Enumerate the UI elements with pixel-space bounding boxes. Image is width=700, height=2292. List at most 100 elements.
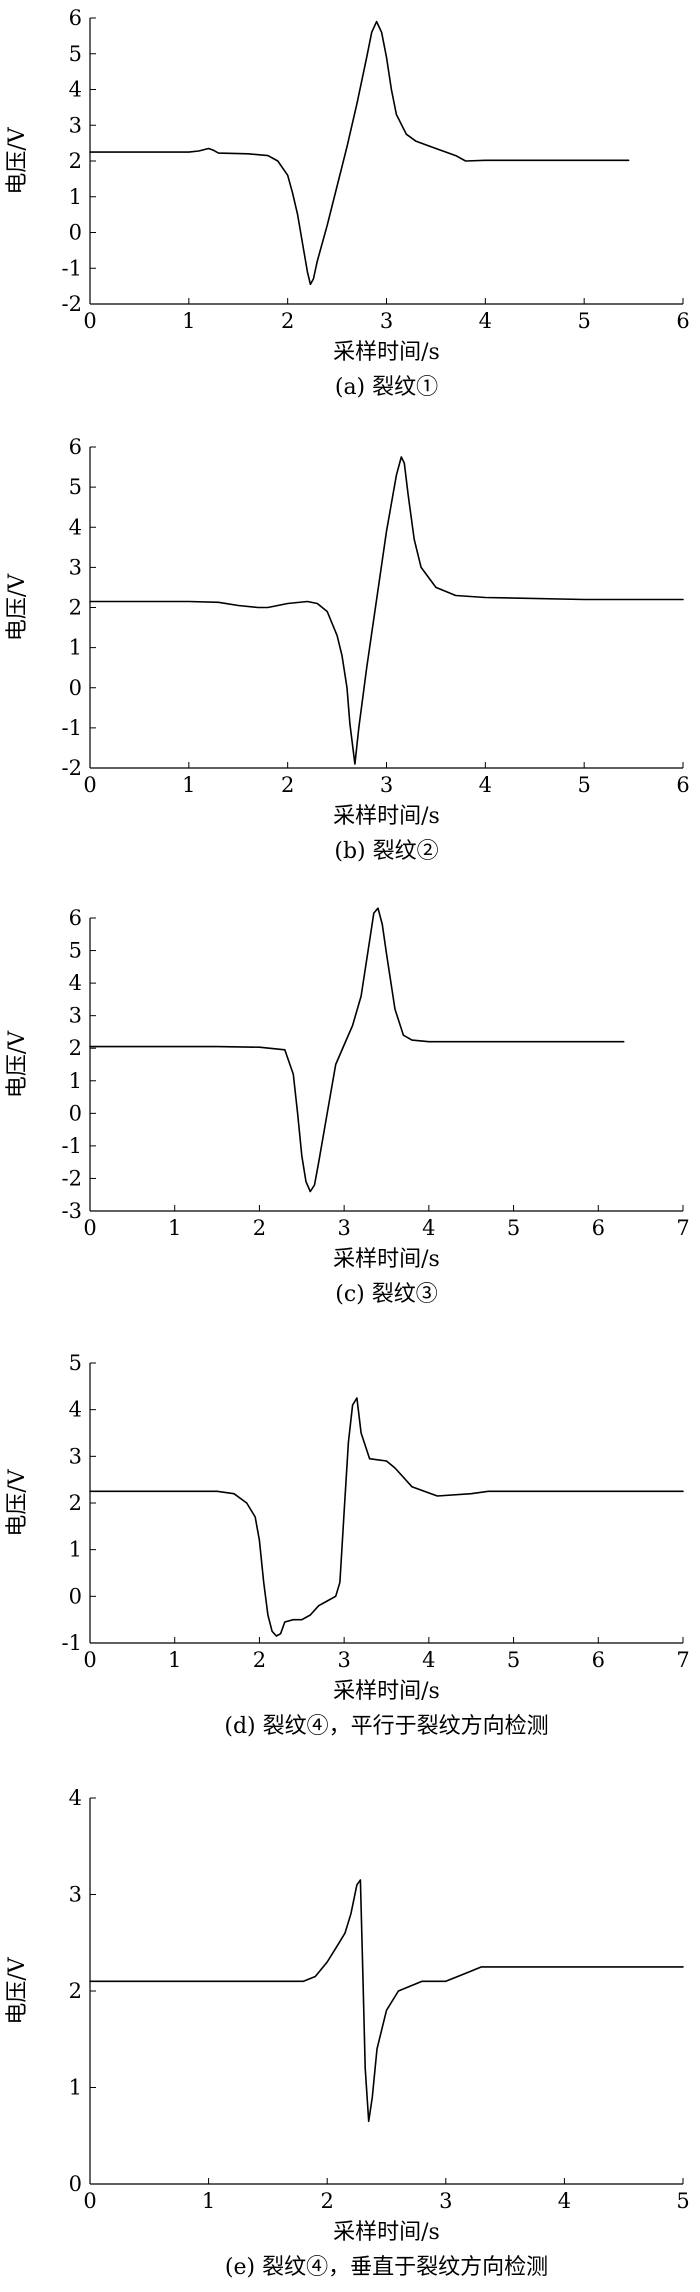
y-axis-label: 电压/V — [5, 1468, 30, 1536]
x-tick-label: 6 — [676, 309, 689, 333]
chart-panel-5: 0 1 2 3 4 5 0 1 2 3 4 电压/V 采样时间/s (e) 裂纹④，垂直于裂纹方向检测 — [5, 1786, 690, 2280]
y-tick-label: 0 — [69, 676, 82, 700]
y-tick-label: -1 — [62, 1631, 82, 1655]
figure-caption: (d) 裂纹④，平行于裂纹方向检测 — [224, 1714, 548, 1739]
x-tick-label: 2 — [253, 1648, 266, 1672]
x-tick-label: 5 — [676, 2189, 689, 2213]
y-tick-label: 5 — [69, 475, 82, 499]
y-tick-label: 1 — [69, 1538, 82, 1562]
y-tick-label: -3 — [62, 1199, 82, 1223]
figure-caption: (e) 裂纹④，垂直于裂纹方向检测 — [225, 2255, 548, 2280]
x-tick-label: 6 — [592, 1648, 605, 1672]
y-tick-label: 1 — [69, 636, 82, 660]
x-tick-label: 0 — [83, 2189, 96, 2213]
x-tick-label: 7 — [676, 1648, 689, 1672]
x-tick-label: 3 — [380, 773, 393, 797]
y-tick-label: 1 — [69, 2076, 82, 2100]
y-tick-label: 0 — [69, 1101, 82, 1125]
y-tick-label: 3 — [69, 1883, 82, 1907]
y-tick-label: 4 — [69, 515, 82, 539]
y-tick-label: 0 — [69, 1584, 82, 1608]
x-tick-label: 5 — [577, 773, 590, 797]
x-tick-label: 1 — [168, 1216, 181, 1240]
x-tick-label: 4 — [479, 309, 492, 333]
y-tick-label: -2 — [62, 756, 82, 780]
y-tick-label: 2 — [69, 1979, 82, 2003]
series-line — [89, 456, 684, 765]
y-tick-label: 5 — [69, 42, 82, 66]
x-tick-label: 2 — [253, 1216, 266, 1240]
y-tick-label: 3 — [69, 1444, 82, 1468]
x-tick-label: 0 — [83, 773, 96, 797]
y-tick-label: 4 — [69, 971, 82, 995]
x-tick-label: 6 — [676, 773, 689, 797]
series-line — [89, 20, 630, 286]
y-tick-label: 4 — [69, 1786, 82, 1810]
y-tick-label: 6 — [69, 435, 82, 459]
x-tick-label: 3 — [439, 2189, 452, 2213]
y-tick-label: 5 — [69, 1351, 82, 1375]
x-tick-label: 0 — [83, 1216, 96, 1240]
x-tick-label: 1 — [202, 2189, 215, 2213]
x-axis-label: 采样时间/s — [333, 2220, 440, 2245]
x-tick-label: 5 — [577, 309, 590, 333]
y-tick-label: 2 — [69, 596, 82, 620]
figure-caption: (a) 裂纹① — [335, 375, 438, 400]
chart-panel-2: 0 1 2 3 4 5 6 -2 -1 0 1 2 3 4 5 6 电压/V 采样时间/s (b) 裂纹② — [5, 435, 690, 864]
x-axis-label: 采样时间/s — [333, 1247, 440, 1272]
x-tick-label: 5 — [507, 1216, 520, 1240]
x-tick-label: 7 — [676, 1216, 689, 1240]
y-tick-label: -1 — [62, 716, 82, 740]
y-tick-label: 3 — [69, 1004, 82, 1028]
x-tick-label: 4 — [479, 773, 492, 797]
y-tick-label: 4 — [69, 1398, 82, 1422]
y-tick-label: -2 — [62, 1166, 82, 1190]
x-tick-label: 5 — [507, 1648, 520, 1672]
x-tick-label: 1 — [168, 1648, 181, 1672]
y-tick-label: -2 — [62, 292, 82, 316]
x-tick-label: 2 — [321, 2189, 334, 2213]
y-axis-label: 电压/V — [5, 573, 30, 641]
figure-caption: (b) 裂纹② — [334, 839, 438, 864]
y-tick-label: 0 — [69, 2172, 82, 2196]
x-axis-label: 采样时间/s — [333, 804, 440, 829]
figure-caption: (c) 裂纹③ — [335, 1282, 437, 1307]
x-tick-label: 3 — [337, 1648, 350, 1672]
x-tick-label: 0 — [83, 1648, 96, 1672]
y-tick-label: 4 — [69, 78, 82, 102]
x-axis-label: 采样时间/s — [333, 340, 440, 365]
y-tick-label: -1 — [62, 256, 82, 280]
x-tick-label: 2 — [281, 309, 294, 333]
x-tick-label: 1 — [182, 309, 195, 333]
y-tick-label: 0 — [69, 221, 82, 245]
x-tick-label: 4 — [422, 1648, 435, 1672]
x-tick-label: 6 — [592, 1216, 605, 1240]
y-tick-label: 5 — [69, 939, 82, 963]
y-axis-label: 电压/V — [5, 1956, 30, 2024]
x-tick-label: 4 — [558, 2189, 571, 2213]
x-tick-label: 4 — [422, 1216, 435, 1240]
x-tick-label: 1 — [182, 773, 195, 797]
x-tick-label: 3 — [380, 309, 393, 333]
y-axis-label: 电压/V — [5, 1030, 30, 1098]
y-axis-label: 电压/V — [5, 126, 30, 194]
y-tick-label: 1 — [69, 185, 82, 209]
y-tick-label: 3 — [69, 113, 82, 137]
y-tick-label: 6 — [69, 906, 82, 930]
series-line — [89, 907, 625, 1193]
chart-panel-1: 0 1 2 3 4 5 6 -2 -1 0 1 2 3 4 5 6 电压/V 采样时间/s (a) 裂纹① — [5, 6, 690, 400]
y-tick-label: 2 — [69, 1491, 82, 1515]
y-tick-label: -1 — [62, 1134, 82, 1158]
series-line — [89, 1879, 684, 2123]
y-tick-label: 6 — [69, 6, 82, 30]
chart-panel-3: 0 1 2 3 4 5 6 7 -3 -2 -1 0 1 2 3 4 5 6 电压/V 采样时间/s (c) 裂纹③ — [5, 906, 690, 1307]
y-tick-label: 3 — [69, 555, 82, 579]
x-axis-label: 采样时间/s — [333, 1679, 440, 1704]
y-tick-label: 1 — [69, 1069, 82, 1093]
x-tick-label: 2 — [281, 773, 294, 797]
x-tick-label: 3 — [337, 1216, 350, 1240]
series-line — [89, 1397, 684, 1637]
x-tick-label: 0 — [83, 309, 96, 333]
